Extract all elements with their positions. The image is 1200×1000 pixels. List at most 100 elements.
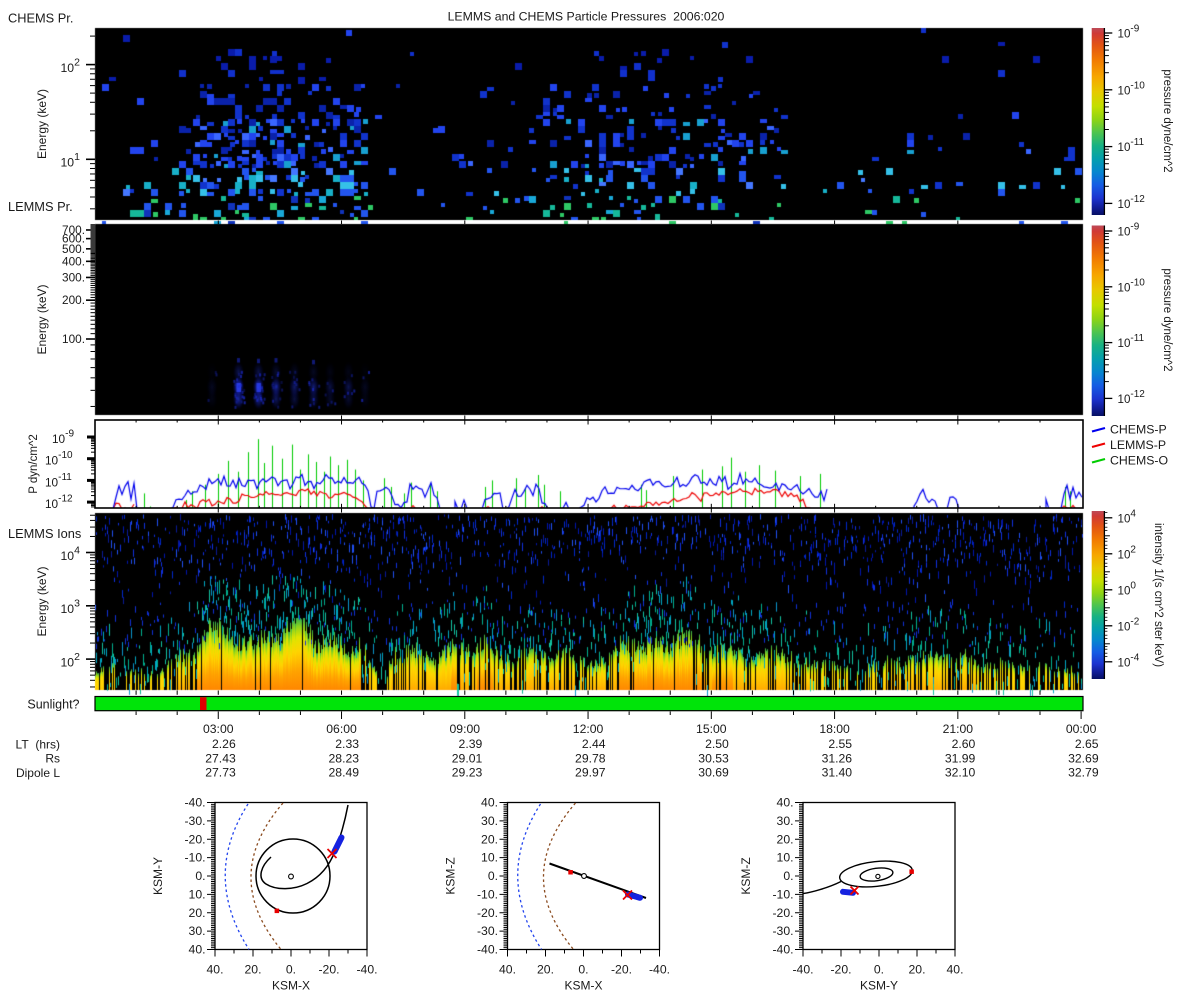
svg-text:20.: 20. bbox=[777, 832, 794, 846]
svg-text:KSM-Z: KSM-Z bbox=[444, 857, 458, 894]
svg-text:0.: 0. bbox=[195, 869, 205, 883]
svg-text:104: 104 bbox=[1118, 508, 1137, 525]
svg-text:29.01: 29.01 bbox=[452, 751, 483, 765]
svg-text:2.33: 2.33 bbox=[335, 737, 359, 751]
svg-text:-40.: -40. bbox=[649, 963, 670, 977]
svg-text:-10.: -10. bbox=[184, 851, 205, 865]
svg-text:intensity 1/(s cm^2 ster keV): intensity 1/(s cm^2 ster keV) bbox=[1152, 523, 1164, 667]
svg-text:20.: 20. bbox=[537, 963, 554, 977]
svg-text:-20.: -20. bbox=[830, 963, 851, 977]
svg-text:06:00: 06:00 bbox=[326, 722, 357, 736]
svg-text:-10.: -10. bbox=[477, 887, 498, 901]
svg-text:Rs: Rs bbox=[45, 752, 60, 766]
svg-text:-40.: -40. bbox=[792, 963, 813, 977]
svg-text:32.69: 32.69 bbox=[1068, 751, 1099, 765]
svg-text:40.: 40. bbox=[481, 796, 498, 810]
svg-text:40.: 40. bbox=[189, 943, 206, 957]
svg-text:pressure dyne/cm^2: pressure dyne/cm^2 bbox=[1161, 268, 1173, 371]
svg-text:10-12: 10-12 bbox=[1118, 389, 1146, 406]
svg-text:0.: 0. bbox=[286, 963, 296, 977]
svg-text:15:00: 15:00 bbox=[696, 722, 727, 736]
svg-text:10-12: 10-12 bbox=[1118, 194, 1146, 211]
svg-text:10.: 10. bbox=[189, 887, 206, 901]
svg-text:10-12: 10-12 bbox=[45, 494, 73, 512]
svg-text:29.97: 29.97 bbox=[575, 766, 606, 780]
svg-text:CHEMS-P: CHEMS-P bbox=[1110, 423, 1167, 437]
svg-text:LEMMS Ions: LEMMS Ions bbox=[8, 526, 81, 541]
svg-text:2.55: 2.55 bbox=[828, 737, 852, 751]
svg-text:Energy (keV): Energy (keV) bbox=[35, 89, 49, 159]
svg-text:20.: 20. bbox=[245, 963, 262, 977]
svg-text:10-10: 10-10 bbox=[1118, 80, 1146, 97]
svg-text:-20.: -20. bbox=[184, 832, 205, 846]
svg-text:-20.: -20. bbox=[318, 963, 339, 977]
svg-text:100: 100 bbox=[1118, 580, 1137, 597]
svg-text:300.: 300. bbox=[62, 270, 85, 284]
svg-text:10-9: 10-9 bbox=[1118, 24, 1140, 41]
svg-text:29.78: 29.78 bbox=[575, 751, 606, 765]
svg-text:10-11: 10-11 bbox=[1118, 137, 1145, 154]
svg-text:-30.: -30. bbox=[184, 814, 205, 828]
svg-text:CHEMS-O: CHEMS-O bbox=[1110, 454, 1168, 468]
svg-text:00:00: 00:00 bbox=[1066, 722, 1097, 736]
svg-text:2.65: 2.65 bbox=[1075, 737, 1099, 751]
svg-text:600.: 600. bbox=[62, 232, 85, 246]
svg-text:10-10: 10-10 bbox=[45, 450, 73, 468]
svg-text:-30.: -30. bbox=[477, 924, 498, 938]
svg-text:KSM-X: KSM-X bbox=[272, 979, 310, 993]
svg-text:27.73: 27.73 bbox=[205, 766, 236, 780]
svg-text:0.: 0. bbox=[578, 963, 588, 977]
svg-text:0.: 0. bbox=[783, 869, 793, 883]
svg-text:-20.: -20. bbox=[772, 906, 793, 920]
svg-text:28.49: 28.49 bbox=[329, 766, 360, 780]
svg-text:Dipole L: Dipole L bbox=[16, 766, 60, 780]
svg-text:10-11: 10-11 bbox=[45, 472, 72, 490]
svg-text:103: 103 bbox=[61, 598, 81, 617]
svg-text:20.: 20. bbox=[481, 832, 498, 846]
svg-text:102: 102 bbox=[1118, 544, 1137, 561]
svg-text:28.23: 28.23 bbox=[329, 751, 360, 765]
svg-text:2.44: 2.44 bbox=[582, 737, 606, 751]
svg-text:2.39: 2.39 bbox=[459, 737, 483, 751]
svg-text:10.: 10. bbox=[481, 851, 498, 865]
svg-text:P dyn/cm^2: P dyn/cm^2 bbox=[28, 434, 40, 494]
svg-text:104: 104 bbox=[61, 544, 81, 563]
svg-text:10.: 10. bbox=[777, 851, 794, 865]
svg-text:-20.: -20. bbox=[611, 963, 632, 977]
svg-text:LT (hrs): LT (hrs) bbox=[16, 737, 60, 751]
svg-text:KSM-Z: KSM-Z bbox=[739, 857, 753, 894]
svg-text:200.: 200. bbox=[62, 293, 85, 307]
svg-text:-40.: -40. bbox=[184, 796, 205, 810]
svg-text:102: 102 bbox=[61, 56, 81, 75]
svg-text:0.: 0. bbox=[488, 869, 498, 883]
svg-text:KSM-Y: KSM-Y bbox=[151, 857, 165, 895]
svg-text:KSM-X: KSM-X bbox=[564, 979, 602, 993]
svg-text:20.: 20. bbox=[189, 906, 206, 920]
svg-text:-10.: -10. bbox=[772, 887, 793, 901]
svg-text:20.: 20. bbox=[909, 963, 926, 977]
svg-text:18:00: 18:00 bbox=[819, 722, 850, 736]
svg-text:2.50: 2.50 bbox=[705, 737, 729, 751]
svg-text:29.23: 29.23 bbox=[452, 766, 483, 780]
svg-text:KSM-Y: KSM-Y bbox=[860, 979, 898, 993]
svg-text:-40.: -40. bbox=[772, 943, 793, 957]
svg-text:10-2: 10-2 bbox=[1118, 616, 1140, 633]
svg-text:21:00: 21:00 bbox=[943, 722, 974, 736]
svg-text:Energy (keV): Energy (keV) bbox=[35, 566, 49, 636]
svg-text:31.99: 31.99 bbox=[945, 751, 976, 765]
svg-text:Energy (keV): Energy (keV) bbox=[35, 284, 49, 354]
svg-text:LEMMS-P: LEMMS-P bbox=[1110, 438, 1166, 452]
svg-text:32.10: 32.10 bbox=[945, 766, 976, 780]
svg-text:31.40: 31.40 bbox=[822, 766, 853, 780]
svg-text:LEMMS Pr.: LEMMS Pr. bbox=[8, 199, 73, 214]
svg-text:700.: 700. bbox=[62, 223, 85, 237]
svg-text:12:00: 12:00 bbox=[573, 722, 604, 736]
svg-text:pressure dyne/cm^2: pressure dyne/cm^2 bbox=[1161, 69, 1173, 172]
svg-text:CHEMS Pr.: CHEMS Pr. bbox=[8, 11, 73, 26]
svg-text:27.43: 27.43 bbox=[205, 751, 236, 765]
svg-text:03:00: 03:00 bbox=[203, 722, 234, 736]
svg-text:40.: 40. bbox=[947, 963, 964, 977]
svg-text:40.: 40. bbox=[777, 796, 794, 810]
svg-text:10-9: 10-9 bbox=[52, 429, 74, 447]
svg-text:500.: 500. bbox=[62, 242, 85, 256]
